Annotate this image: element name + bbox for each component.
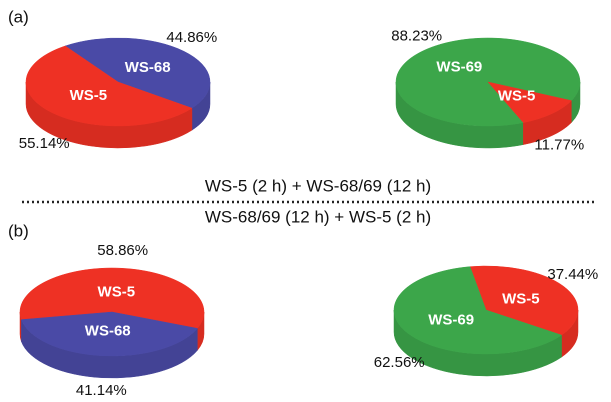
slice-label: WS-68 [125,59,171,76]
slice [19,267,205,329]
value-label: 11.77% [534,136,584,153]
value-label: 44.86% [166,29,217,46]
slice-label: WS-69 [428,312,474,329]
slice [393,266,563,355]
slice-label: WS-5 [502,290,540,307]
value-label: 62.56% [374,354,425,371]
slice [21,311,198,357]
slice-label: WS-5 [70,87,108,104]
slice-label: WS-5 [98,283,136,300]
value-label: 58.86% [97,242,148,259]
value-label: 41.14% [76,382,127,399]
panel-label: (a) [8,7,29,26]
slice-label: WS-5 [498,87,536,104]
slice [487,81,572,123]
value-label: 55.14% [19,135,70,152]
caption: WS-68/69 (12 h) + WS-5 (2 h) [205,207,431,226]
caption: WS-5 (2 h) + WS-68/69 (12 h) [205,176,431,195]
slice [25,45,193,127]
slice-label: WS-68 [85,323,131,340]
slice [469,265,579,336]
slice-label: WS-69 [436,59,482,76]
panel-label: (b) [8,221,29,240]
value-label: 88.23% [391,28,442,45]
value-label: 37.44% [547,266,598,283]
slice [64,37,211,109]
